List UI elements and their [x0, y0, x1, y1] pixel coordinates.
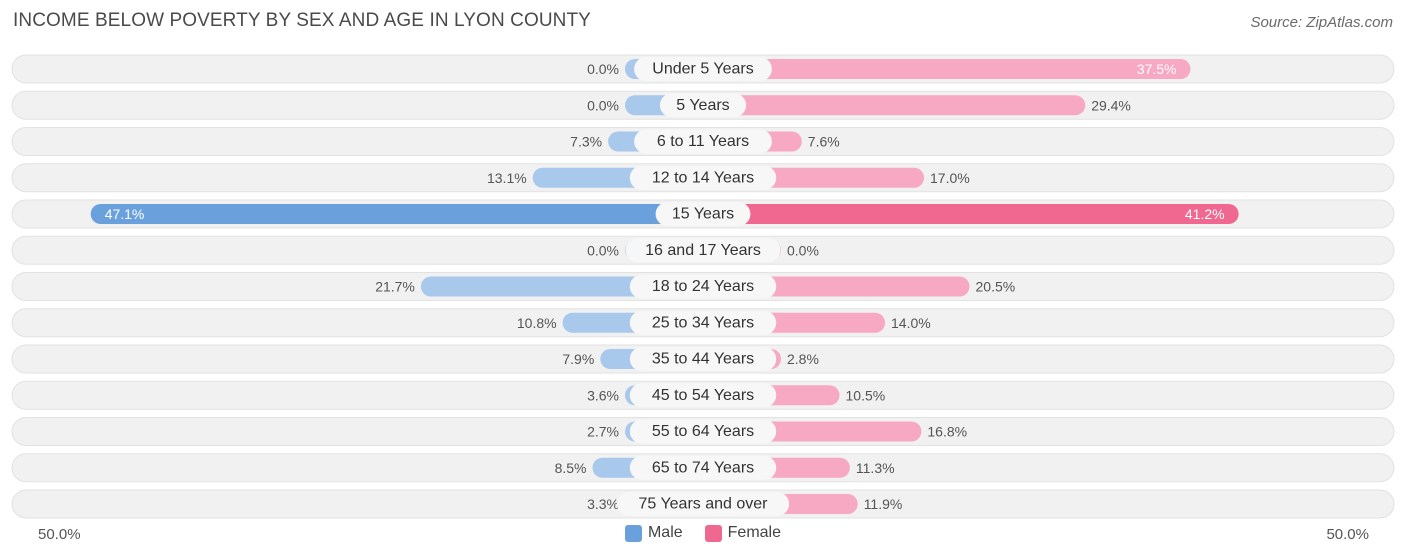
- female-value-label: 14.0%: [891, 315, 931, 331]
- category-label-bg: [629, 383, 777, 408]
- male-value-label: 0.0%: [587, 242, 619, 258]
- category-label-bg: [629, 455, 777, 480]
- male-value-label: 10.8%: [517, 315, 557, 331]
- category-label: 55 to 64 Years: [652, 423, 754, 440]
- source-label: Source: ZipAtlas.com: [1250, 14, 1393, 31]
- category-label-bg: [616, 492, 790, 516]
- category-label-bg: [659, 93, 747, 118]
- legend-swatch-male: [624, 524, 642, 542]
- category-label: 6 to 11 Years: [657, 133, 749, 150]
- male-value-label: 3.6%: [587, 387, 619, 403]
- male-value-label: 0.0%: [587, 61, 619, 77]
- female-value-label: 17.0%: [930, 170, 970, 186]
- female-value-label: 2.8%: [787, 351, 819, 367]
- category-label: 65 to 74 Years: [652, 459, 754, 476]
- axis-left-label: 50.0%: [38, 526, 81, 543]
- female-value-label: 20.5%: [976, 279, 1016, 295]
- male-value-label: 8.5%: [555, 460, 587, 476]
- female-bar: [693, 59, 1191, 79]
- male-value-label: 2.7%: [587, 424, 619, 440]
- category-label: 75 Years and over: [639, 496, 769, 513]
- category-label-bg: [655, 202, 751, 226]
- category-label: 25 to 34 Years: [652, 314, 754, 331]
- category-label-bg: [634, 129, 772, 154]
- category-label-bg: [625, 238, 781, 263]
- category-label: 5 Years: [676, 97, 729, 114]
- category-label: Under 5 Years: [652, 61, 753, 78]
- female-value-label: 10.5%: [846, 387, 886, 403]
- category-label-bg: [629, 310, 777, 335]
- category-label: 18 to 24 Years: [652, 278, 754, 295]
- category-label-bg: [634, 57, 772, 81]
- female-value-label: 0.0%: [787, 242, 819, 258]
- legend-swatch-female: [704, 524, 722, 542]
- female-value-label: 7.6%: [808, 134, 840, 150]
- chart-title: INCOME BELOW POVERTY BY SEX AND AGE IN L…: [13, 10, 591, 31]
- male-value-label: 0.0%: [587, 97, 619, 113]
- category-label: 12 to 14 Years: [652, 169, 754, 186]
- male-value-label: 47.1%: [105, 206, 145, 222]
- male-value-label: 21.7%: [375, 279, 415, 295]
- female-bar: [693, 95, 1086, 116]
- male-value-label: 3.3%: [587, 496, 619, 512]
- category-label: 45 to 54 Years: [652, 387, 754, 404]
- legend: Male Female: [0, 524, 1406, 542]
- male-value-label: 7.9%: [562, 351, 594, 367]
- female-value-label: 11.9%: [864, 496, 903, 512]
- category-label-bg: [629, 419, 777, 444]
- category-label: 16 and 17 Years: [645, 242, 761, 259]
- chart: 0.0% 37.5% Under 5 Years 0.0% 29.4% 5 Years 7.…: [11, 54, 1395, 519]
- legend-label-male: Male: [647, 524, 683, 541]
- female-value-label: 11.3%: [856, 460, 895, 476]
- category-label-bg: [629, 274, 777, 299]
- category-label-bg: [629, 165, 777, 190]
- male-value-label: 7.3%: [570, 134, 602, 150]
- female-bar: [693, 204, 1239, 224]
- female-value-label: 37.5%: [1137, 61, 1177, 77]
- category-label-bg: [629, 347, 777, 371]
- male-bar: [90, 204, 713, 224]
- female-value-label: 41.2%: [1185, 206, 1225, 222]
- legend-item-male: Male: [624, 524, 683, 542]
- legend-label-female: Female: [727, 524, 782, 541]
- category-label: 15 Years: [672, 206, 734, 223]
- legend-item-female: Female: [704, 524, 782, 542]
- category-label: 35 to 44 Years: [652, 351, 754, 368]
- axis-right-label: 50.0%: [1326, 526, 1369, 543]
- female-value-label: 29.4%: [1091, 97, 1131, 113]
- male-value-label: 13.1%: [487, 170, 527, 186]
- female-value-label: 16.8%: [927, 424, 967, 440]
